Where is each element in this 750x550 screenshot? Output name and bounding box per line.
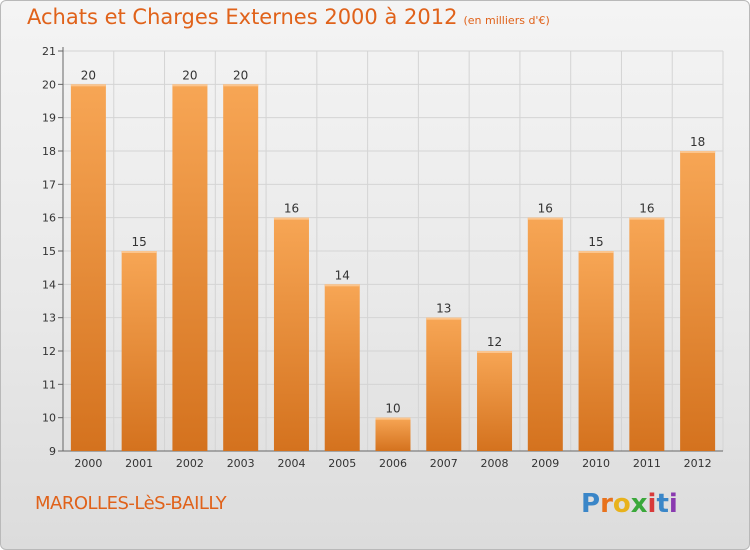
y-tick-label: 12	[42, 345, 56, 358]
bar-highlight	[324, 284, 360, 287]
bar-highlight	[426, 317, 462, 320]
data-label: 12	[487, 335, 502, 349]
chart-subtitle: (en milliers d'€)	[463, 14, 550, 27]
x-tick-label: 2008	[481, 457, 509, 470]
x-tick-label: 2003	[227, 457, 255, 470]
bar-highlight	[172, 84, 208, 87]
data-label: 15	[132, 235, 147, 249]
x-tick-label: 2005	[328, 457, 356, 470]
y-tick-label: 18	[42, 145, 56, 158]
bar	[426, 317, 462, 451]
grid-lines	[62, 50, 724, 452]
y-tick-label: 14	[42, 278, 56, 291]
bar	[172, 84, 208, 451]
bars	[70, 84, 716, 451]
bar	[121, 251, 157, 451]
logo-letter: P	[581, 489, 601, 519]
bar-highlight	[527, 217, 563, 220]
x-tick-label: 2007	[430, 457, 458, 470]
logo-letter: o	[612, 489, 631, 519]
x-tick-label: 2009	[531, 457, 559, 470]
bar-highlight	[375, 417, 411, 420]
data-label: 16	[284, 202, 299, 216]
x-tick-label: 2004	[277, 457, 305, 470]
x-tick-label: 2006	[379, 457, 407, 470]
bar	[477, 351, 513, 451]
x-tick-label: 2011	[633, 457, 661, 470]
bar	[273, 217, 309, 451]
axes: 9 10 11 12 13 14 15 16 17 18 19 20 21 2000 2001 2002 200…	[42, 45, 723, 470]
y-tick-label: 16	[42, 212, 56, 225]
data-label: 16	[639, 202, 654, 216]
y-tick-label: 13	[42, 312, 56, 325]
bar-highlight	[477, 351, 513, 353]
x-tick-label: 2000	[74, 457, 102, 470]
data-label: 16	[538, 202, 553, 216]
bar	[629, 217, 665, 451]
bar-highlight	[273, 217, 309, 220]
bar	[680, 151, 716, 451]
bar	[578, 251, 614, 451]
logo-letter: t	[656, 489, 669, 519]
y-tick-label: 19	[42, 112, 56, 125]
logo-letter: i	[647, 489, 657, 519]
logo-letter: i	[668, 489, 678, 519]
data-label: 20	[233, 68, 248, 82]
chart-title-text: Achats et Charges Externes 2000 à 2012	[27, 5, 458, 29]
bar	[324, 284, 360, 451]
data-label: 15	[588, 235, 603, 249]
x-tick-label: 2001	[125, 457, 153, 470]
bar-highlight	[680, 151, 716, 153]
logo-letter: x	[630, 489, 648, 519]
commune-name: MAROLLES-LèS-BAILLY	[35, 493, 227, 514]
data-label: 20	[182, 68, 197, 82]
chart-title: Achats et Charges Externes 2000 à 2012 (e…	[27, 5, 550, 29]
x-tick-label: 2002	[176, 457, 204, 470]
bar-highlight	[578, 251, 614, 253]
bar	[527, 217, 563, 451]
x-tick-label: 2010	[582, 457, 610, 470]
bar-highlight	[223, 84, 259, 87]
proxiti-logo[interactable]: Proxiti	[581, 489, 678, 519]
y-tick-label: 9	[49, 445, 56, 458]
bar-highlight	[121, 251, 157, 253]
data-label: 10	[385, 402, 400, 416]
bar	[223, 84, 259, 451]
data-label: 14	[335, 268, 350, 282]
data-label: 18	[690, 135, 705, 149]
y-tick-label: 20	[42, 78, 56, 91]
y-tick-label: 17	[42, 178, 56, 191]
logo-letter: r	[600, 489, 613, 519]
data-label: 20	[81, 68, 96, 82]
data-label: 13	[436, 302, 451, 316]
bar	[70, 84, 106, 451]
x-tick-label: 2012	[684, 457, 712, 470]
bar	[375, 417, 411, 451]
bar-highlight	[70, 84, 106, 87]
bar-highlight	[629, 217, 665, 220]
y-tick-label: 15	[42, 245, 56, 258]
y-tick-label: 10	[42, 412, 56, 425]
data-labels: 20 15 20 20 16 14 10 13 12 16 15 16 18	[81, 68, 706, 415]
y-tick-label: 11	[42, 378, 56, 391]
y-tick-label: 21	[42, 45, 56, 58]
